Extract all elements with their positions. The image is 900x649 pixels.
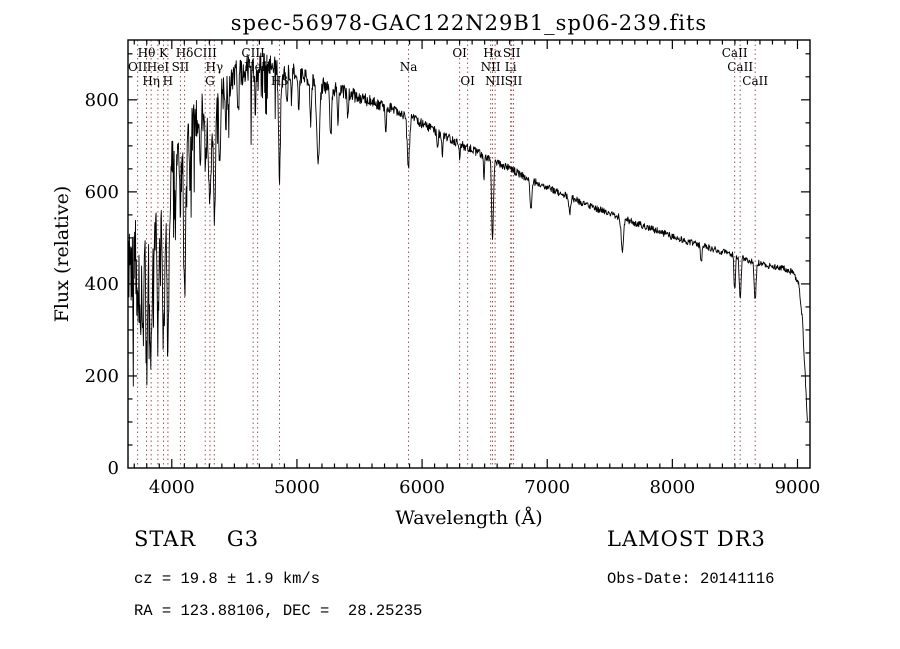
x-tick-label: 4000 bbox=[149, 477, 195, 498]
y-tick-label: 0 bbox=[108, 458, 119, 479]
object-class-label: STAR G3 bbox=[134, 527, 260, 551]
x-tick-label: 8000 bbox=[649, 477, 695, 498]
spectral-line-label: CaII bbox=[722, 46, 748, 60]
spectral-line-label: H bbox=[163, 74, 173, 88]
spectral-line-label: K bbox=[159, 46, 169, 60]
spectral-line-label: OII bbox=[128, 60, 148, 74]
spectral-line-label: HeI bbox=[147, 60, 170, 74]
x-tick-label: 9000 bbox=[775, 477, 821, 498]
spectral-line-label: CaII bbox=[742, 74, 768, 88]
spectral-line-label: SII bbox=[172, 60, 190, 74]
spectral-line-markers bbox=[137, 40, 756, 468]
y-tick-label: 200 bbox=[85, 366, 119, 387]
x-axis-label: Wavelength (Å) bbox=[395, 507, 542, 529]
y-tick-label: 600 bbox=[85, 182, 119, 203]
ra-dec-label: RA = 123.88106, DEC = 28.25235 bbox=[134, 602, 423, 620]
spectral-line-label: Hα bbox=[483, 46, 502, 60]
spectral-line-label: Hθ bbox=[138, 46, 156, 60]
spectral-line-label: SII bbox=[505, 74, 523, 88]
plot-frame bbox=[127, 39, 811, 469]
spectral-line-label: Li bbox=[505, 60, 517, 74]
spectral-line-label: Hη bbox=[142, 74, 160, 88]
cz-value-label: cz = 19.8 ± 1.9 km/s bbox=[134, 570, 321, 588]
spectral-line-label: Hδ bbox=[176, 46, 194, 60]
y-axis-label: Flux (relative) bbox=[51, 186, 73, 323]
spectral-line-label: SII bbox=[503, 46, 521, 60]
y-tick-label: 400 bbox=[85, 274, 119, 295]
spectral-line-label: CaII bbox=[727, 60, 753, 74]
obs-date-label: Obs-Date: 20141116 bbox=[607, 570, 775, 588]
spectral-line-label: CIII bbox=[194, 46, 218, 60]
spectral-line-label: OI bbox=[460, 74, 475, 88]
spectral-line-label: HeII bbox=[244, 60, 271, 74]
x-tick-label: 6000 bbox=[399, 477, 445, 498]
spectral-line-label: CIII bbox=[241, 46, 265, 60]
spectrum-trace bbox=[128, 52, 808, 421]
spectral-line-label: OI bbox=[452, 46, 467, 60]
spectral-line-label: NII bbox=[481, 60, 501, 74]
y-tick-label: 800 bbox=[85, 90, 119, 111]
plot-title: spec-56978-GAC122N29B1_sp06-239.fits bbox=[231, 11, 707, 35]
spectral-line-label: Hβ bbox=[271, 74, 288, 88]
x-tick-label: 7000 bbox=[524, 477, 570, 498]
x-tick-label: 5000 bbox=[274, 477, 320, 498]
spectrum-curve bbox=[128, 52, 808, 421]
spectral-line-label: G bbox=[205, 74, 215, 88]
survey-release-label: LAMOST DR3 bbox=[607, 527, 766, 551]
spectral-line-label: NII bbox=[485, 74, 505, 88]
spectral-line-label: Hγ bbox=[206, 60, 224, 74]
axes-frame: 4000 5000 6000 7000 8000 9000 0 200 400 600 800 bbox=[85, 39, 821, 498]
spectral-line-label: Na bbox=[400, 60, 418, 74]
